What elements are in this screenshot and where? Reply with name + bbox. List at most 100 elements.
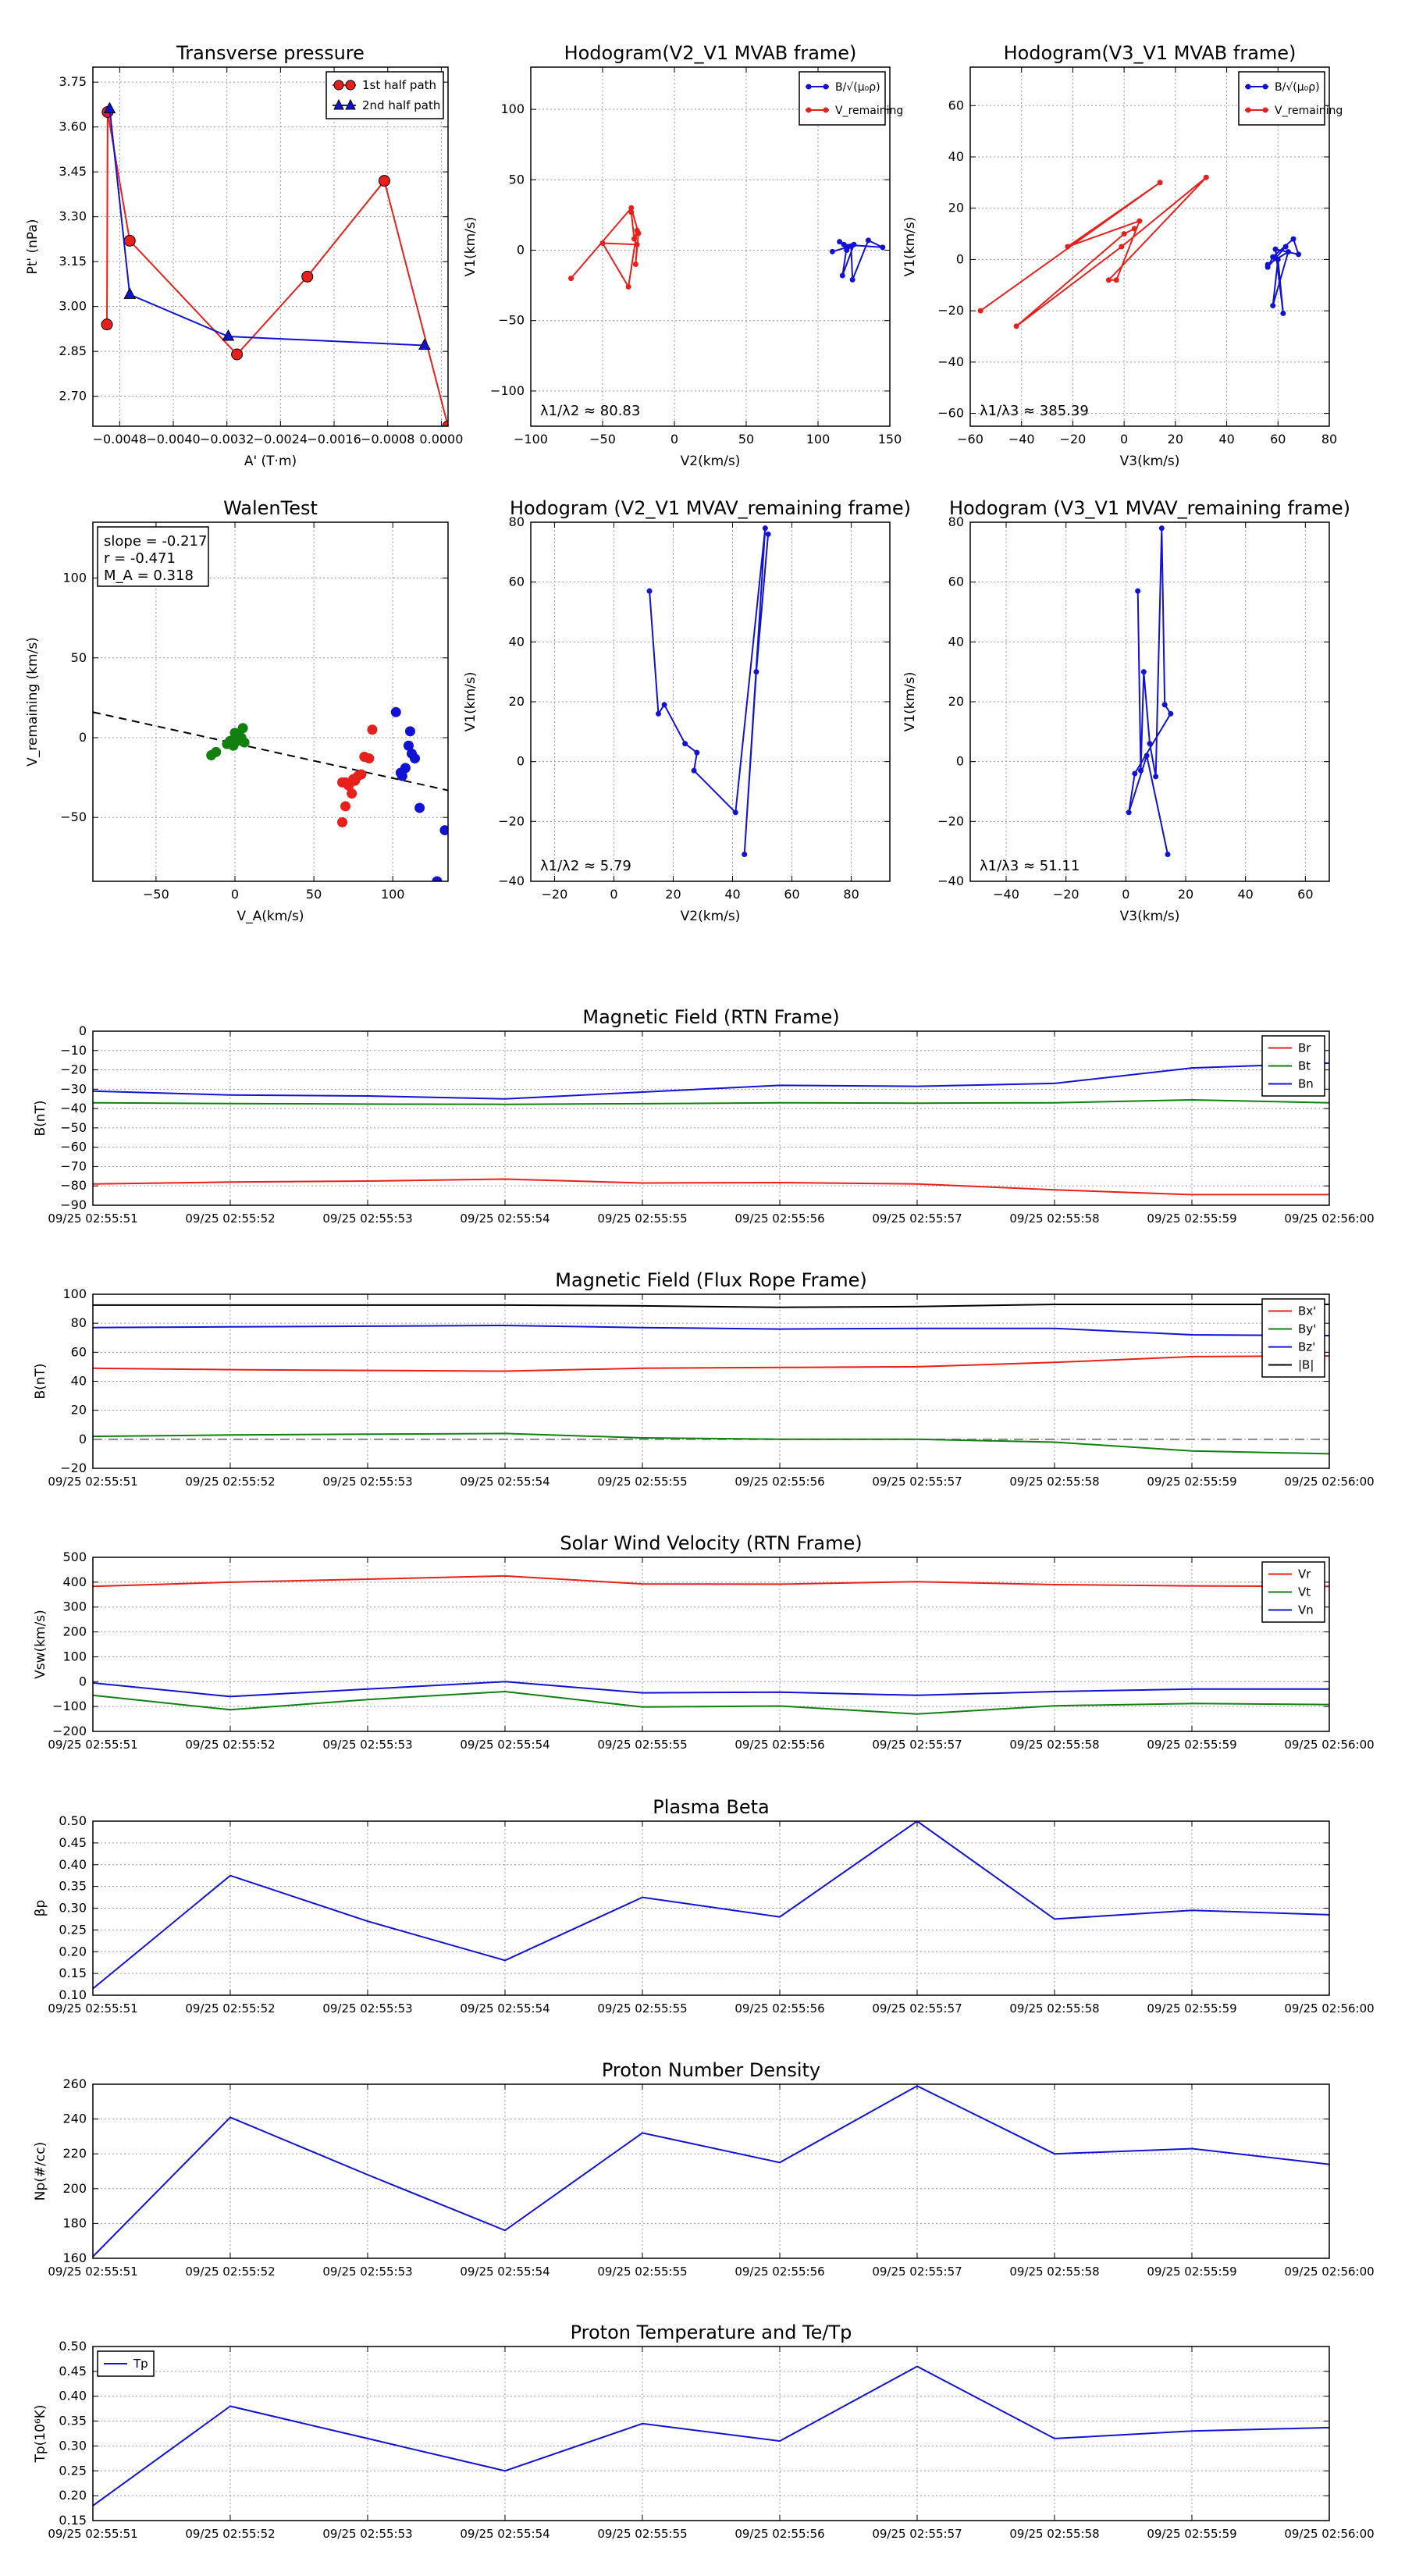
x-tick-label: 09/25 02:55:51: [48, 2527, 137, 2541]
y-tick-label: 60: [509, 575, 525, 589]
y-tick-label: 40: [509, 634, 525, 649]
chart-title: Solar Wind Velocity (RTN Frame): [560, 1532, 862, 1554]
x-tick-label: 09/25 02:55:59: [1147, 1212, 1236, 1226]
series-line: [980, 176, 1208, 327]
x-tick-label: −0.0008: [361, 432, 414, 447]
series-2nd-half-path: [103, 101, 431, 350]
y-tick-label: 3.75: [59, 74, 87, 89]
y-tick-label: −50: [60, 809, 87, 824]
series-red: [337, 724, 378, 827]
data-point: [977, 308, 984, 314]
y-axis-label: V1(km/s): [902, 217, 918, 277]
series-line: [93, 1681, 1329, 1698]
chart-mf_fr: 09/25 02:55:51 09/25 02:55:52 09/25 02:55:…: [33, 1269, 1375, 1489]
series-blue: [390, 706, 448, 881]
x-tick-label: 09/25 02:55:58: [1009, 2265, 1099, 2279]
y-tick-label: 500: [62, 1550, 87, 1564]
x-tick-label: −20: [1060, 432, 1087, 447]
ticks-h2: −60 −40 −20 0 20 40 60 80 −60 −40 −20 0 20 40 60: [937, 67, 1337, 447]
legend-marker: [1262, 84, 1268, 90]
data-point: [101, 318, 113, 331]
y-tick-label: 300: [62, 1599, 87, 1614]
x-tick-label: 50: [738, 432, 754, 447]
data-point: [1135, 588, 1141, 594]
y-tick-label: 0.30: [59, 1901, 87, 1916]
data-point: [1147, 741, 1153, 747]
x-tick-label: 09/25 02:55:55: [597, 1475, 687, 1489]
y-tick-label: 3.45: [59, 164, 87, 179]
legend-tp2: Tp: [97, 2350, 155, 2377]
y-tick-label: 0.40: [59, 2389, 87, 2403]
x-tick-label: −20: [1053, 887, 1080, 902]
x-tick-label: 150: [878, 432, 902, 447]
data-point: [337, 777, 348, 788]
y-tick-label: 0.15: [59, 2513, 87, 2528]
data-point: [356, 769, 367, 780]
x-tick-label: 09/25 02:55:56: [735, 2001, 824, 2016]
data-point: [237, 723, 248, 734]
y-tick-label: 0: [956, 754, 964, 769]
x-tick-label: 09/25 02:55:51: [48, 1475, 137, 1489]
y-tick-label: 100: [62, 1286, 87, 1301]
x-tick-label: 09/25 02:56:00: [1284, 1475, 1374, 1489]
data-point: [222, 738, 233, 749]
series-line: [93, 1098, 1329, 1105]
x-tick-label: −0.0040: [146, 432, 200, 447]
chart-beta: 09/25 02:55:51 09/25 02:55:52 09/25 02:55:…: [33, 1796, 1375, 2016]
y-axis-label: V1(km/s): [463, 217, 478, 277]
legend-label: Tp: [133, 2357, 148, 2371]
plot-area-h4: [1126, 525, 1174, 857]
legend-label: V_remaining: [1275, 105, 1343, 117]
x-tick-label: 09/25 02:55:56: [735, 1475, 824, 1489]
y-tick-label: 0.10: [59, 1987, 87, 2002]
legend-marker: [823, 84, 829, 90]
y-tick-label: 20: [71, 1403, 87, 1418]
legend-marker: [333, 80, 344, 91]
legend-marker: [1262, 107, 1268, 113]
x-tick-label: 09/25 02:56:00: [1284, 1212, 1374, 1226]
data-point: [844, 247, 850, 254]
chart-mf_rtn: 09/25 02:55:51 09/25 02:55:52 09/25 02:55:…: [33, 1006, 1375, 1226]
legend-label: By': [1298, 1322, 1316, 1336]
x-tick-label: 09/25 02:55:52: [185, 1212, 275, 1226]
fit-line: [93, 711, 448, 792]
x-tick-label: 09/25 02:55:54: [460, 1738, 550, 1752]
x-tick-label: 09/25 02:55:55: [597, 1212, 687, 1226]
data-point: [1157, 180, 1163, 186]
x-tick-label: 09/25 02:55:59: [1147, 1738, 1236, 1752]
ratio-annotation: λ1/λ3 ≈ 51.11: [980, 858, 1080, 874]
y-tick-label: 3.60: [59, 119, 87, 134]
legend-sw: Vr Vt Vn: [1261, 1561, 1325, 1623]
x-tick-label: 09/25 02:55:59: [1147, 2527, 1236, 2541]
data-point: [1138, 767, 1144, 774]
x-tick-label: 09/25 02:55:55: [597, 2001, 687, 2016]
data-point: [839, 272, 845, 279]
data-point: [404, 726, 415, 737]
stats-line: slope = -0.217: [104, 533, 207, 550]
data-point: [403, 740, 414, 751]
series-br: [93, 1178, 1329, 1196]
y-tick-label: 0: [517, 243, 525, 258]
y-tick-label: −200: [52, 1724, 87, 1738]
y-tick-label: −90: [60, 1197, 87, 1212]
y-tick-label: 0.45: [59, 2364, 87, 2379]
plot-area-tp: [101, 101, 448, 426]
y-axis-label: Tp(10⁶K): [33, 2404, 48, 2463]
y-axis-label: Pt' (nPa): [25, 219, 41, 275]
x-tick-label: 09/25 02:55:59: [1147, 2001, 1236, 2016]
y-tick-label: −40: [498, 873, 525, 888]
legend-label: 1st half path: [362, 78, 436, 92]
stats-line: M_A = 0.318: [104, 568, 194, 584]
chart-title: Hodogram(V3_V1 MVAB frame): [1004, 42, 1297, 64]
data-point: [837, 239, 843, 245]
y-tick-label: 80: [71, 1315, 87, 1330]
series-v: [646, 525, 771, 857]
data-point: [1126, 809, 1132, 816]
data-point: [1136, 218, 1143, 224]
x-tick-label: 09/25 02:55:58: [1009, 1475, 1099, 1489]
data-point: [694, 749, 700, 756]
ticks-tp2: 09/25 02:55:51 09/25 02:55:52 09/25 02:55:…: [48, 2339, 1374, 2541]
x-tick-label: 09/25 02:55:55: [597, 2265, 687, 2279]
y-tick-label: 0: [517, 754, 525, 769]
x-tick-label: 09/25 02:55:53: [322, 2265, 412, 2279]
